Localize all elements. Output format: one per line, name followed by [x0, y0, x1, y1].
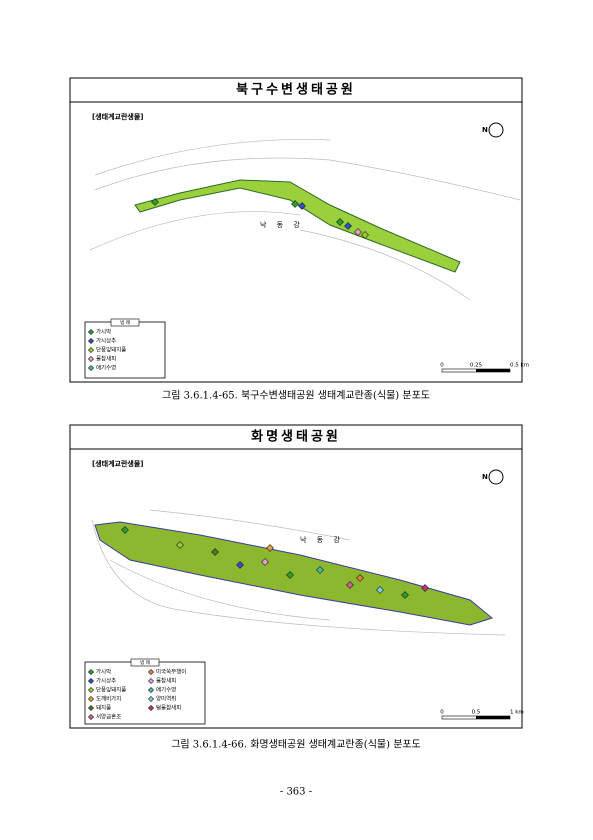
- legend-marker: [87, 668, 95, 676]
- legend-marker: [87, 677, 95, 685]
- legend-marker: [87, 695, 95, 703]
- legend-label: 서양금혼초: [96, 713, 121, 721]
- legend-label: 도깨비가지: [96, 695, 121, 703]
- scale-bar-fill: [476, 369, 510, 372]
- species-marker: [261, 558, 269, 566]
- river-label: 낙 동 강: [300, 535, 344, 544]
- species-marker: [344, 222, 352, 230]
- species-marker: [421, 584, 429, 592]
- legend-label: 단풍잎돼지풀: [96, 346, 126, 354]
- north-label: N: [482, 126, 488, 134]
- legend-header: 범 례: [120, 319, 130, 326]
- legend-marker: [147, 695, 155, 703]
- figure-title: 화명생태공원: [251, 429, 341, 445]
- legend-box: [84, 661, 206, 725]
- north-label: N: [482, 473, 488, 481]
- legend-label: 애기수영: [96, 364, 116, 372]
- legend-header-box: [130, 658, 160, 667]
- legend-box: [84, 321, 166, 379]
- figure-caption: 그림 3.6.1.4-66. 화명생태공원 생태계교란종(식물) 분포도: [171, 739, 421, 751]
- park-area: [134, 179, 461, 273]
- legend-header: 범 례: [140, 659, 150, 666]
- legend-label: 단풍잎돼지풀: [96, 686, 126, 694]
- figure-title: 북구수변생태공원: [236, 83, 356, 98]
- legend-label: 양미역취: [156, 695, 176, 703]
- legend-label: 가시박: [96, 328, 111, 336]
- legend-label: 미국쑥부쟁이: [156, 668, 186, 676]
- legend-marker: [87, 686, 95, 694]
- legend-label: 애기수영: [156, 686, 176, 694]
- species-marker: [236, 561, 244, 569]
- legend-marker: [87, 328, 95, 336]
- species-marker: [356, 574, 364, 582]
- scale-label: 0.25: [470, 363, 483, 369]
- scale-bar-fill: [476, 716, 510, 719]
- species-marker: [346, 581, 354, 589]
- species-marker: [291, 200, 299, 208]
- legend-header-box: [110, 318, 140, 327]
- scale-label: 0: [440, 710, 444, 716]
- scale-label: 1 km: [510, 710, 524, 716]
- park-area: [94, 521, 494, 626]
- layer-label: [생태계교란생물]: [92, 112, 143, 121]
- species-marker: [151, 198, 159, 206]
- species-marker: [316, 566, 324, 574]
- species-marker: [376, 586, 384, 594]
- page-number: - 363 -: [280, 787, 312, 798]
- layer-label: [생태계교란생물]: [92, 459, 143, 468]
- north-arrow: [488, 469, 504, 485]
- species-marker: [354, 228, 362, 236]
- legend-label: 물참새피: [156, 677, 176, 685]
- base-map: [91, 509, 506, 636]
- base-map: [89, 139, 521, 301]
- species-marker: [361, 231, 369, 239]
- legend-marker: [147, 677, 155, 685]
- legend-marker: [87, 355, 95, 363]
- species-marker: [286, 571, 294, 579]
- legend-label: 가시상추: [96, 677, 116, 685]
- species-marker: [298, 202, 306, 210]
- legend-label: 돼지풀: [96, 704, 111, 712]
- legend-marker: [147, 704, 155, 712]
- legend-marker: [87, 337, 95, 345]
- legend-marker: [87, 704, 95, 712]
- legend-label: 가시박: [96, 668, 111, 676]
- species-marker: [211, 548, 219, 556]
- scale-label: 0.5: [472, 710, 481, 716]
- legend-marker: [87, 713, 95, 721]
- legend-marker: [147, 668, 155, 676]
- legend-label: 털물참새피: [156, 704, 181, 712]
- species-marker: [121, 526, 129, 534]
- legend-marker: [147, 686, 155, 694]
- figure-caption: 그림 3.6.1.4-65. 북구수변생태공원 생태계교란종(식물) 분포도: [162, 390, 430, 402]
- species-marker: [336, 218, 344, 226]
- species-marker: [266, 544, 274, 552]
- scale-label: 0: [440, 363, 444, 369]
- legend-marker: [87, 346, 95, 354]
- legend-label: 가시상추: [96, 337, 116, 345]
- river-label: 낙 동 강: [260, 220, 304, 229]
- species-marker: [401, 591, 409, 599]
- species-marker: [176, 541, 184, 549]
- legend-label: 물참새피: [96, 355, 116, 363]
- north-arrow: [488, 122, 504, 138]
- scale-label: 0.5 km: [510, 363, 529, 369]
- legend-marker: [87, 364, 95, 372]
